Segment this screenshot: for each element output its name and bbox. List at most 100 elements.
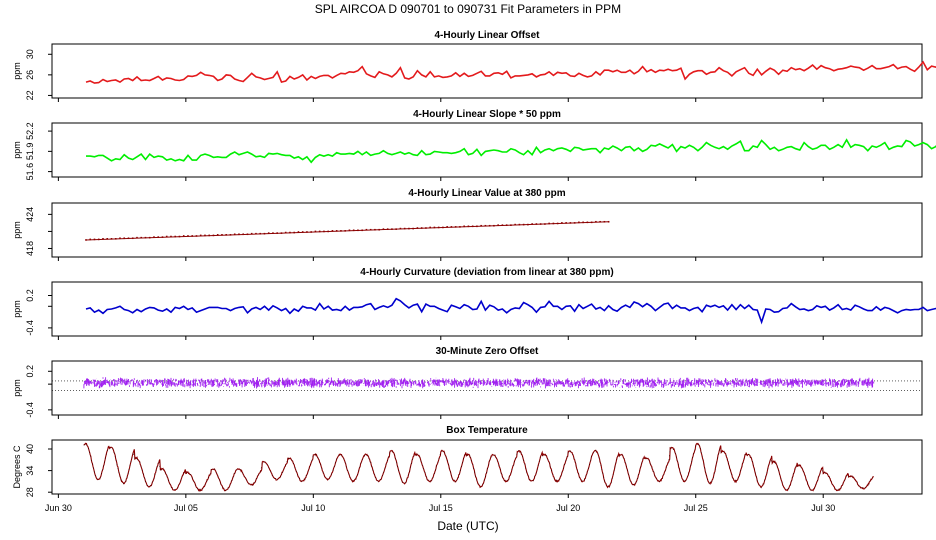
data-point bbox=[399, 227, 402, 230]
y-tick-label: 28 bbox=[25, 487, 35, 497]
y-tick-label: 51.6 bbox=[25, 163, 35, 181]
x-tick-label: Jul 30 bbox=[811, 503, 835, 513]
x-tick-label: Jul 20 bbox=[556, 503, 580, 513]
panel-5: 30-Minute Zero Offset ppm-0.4 0.2 bbox=[12, 346, 923, 419]
data-point bbox=[267, 232, 270, 234]
data-point bbox=[420, 227, 423, 229]
data-point bbox=[259, 232, 262, 235]
x-tick-label: Jul 15 bbox=[429, 503, 453, 513]
x-axis: Jun 30 Jul 05 Jul 10 Jul 15 Jul 20 Jul 25 Jul … bbox=[45, 503, 835, 513]
data-point bbox=[136, 236, 138, 239]
panel-title: 4-Hourly Linear Offset bbox=[434, 30, 540, 41]
y-tick-label: -0.4 bbox=[25, 402, 35, 418]
data-point bbox=[93, 238, 96, 241]
data-point bbox=[552, 222, 555, 225]
data-point bbox=[293, 231, 295, 234]
data-point bbox=[344, 230, 346, 232]
data-point bbox=[522, 223, 525, 226]
data-point bbox=[369, 228, 372, 231]
y-axis-label: ppm bbox=[12, 62, 22, 80]
data-point bbox=[365, 228, 368, 231]
data-point bbox=[442, 226, 444, 229]
panel-frame bbox=[51, 43, 923, 99]
data-point bbox=[484, 224, 487, 227]
data-point bbox=[301, 231, 304, 233]
data-point bbox=[216, 234, 219, 236]
data-point bbox=[144, 236, 147, 239]
data-point bbox=[297, 231, 300, 233]
data-point bbox=[573, 222, 576, 224]
data-point bbox=[340, 230, 342, 232]
y-axis-label: Degrees C bbox=[12, 445, 22, 489]
trend-line bbox=[85, 221, 609, 241]
y-tick-label: 22 bbox=[25, 90, 35, 100]
data-point bbox=[429, 226, 431, 229]
data-point bbox=[174, 235, 177, 238]
data-point bbox=[463, 225, 465, 228]
data-point bbox=[378, 228, 380, 231]
data-point bbox=[459, 226, 461, 228]
data-point bbox=[425, 227, 427, 229]
x-tick-label: Jul 25 bbox=[684, 503, 708, 513]
chart-title: SPL AIRCOA D 090701 to 090731 Fit Parame… bbox=[315, 2, 621, 16]
y-axis-label: ppm bbox=[12, 141, 22, 159]
data-point bbox=[382, 228, 385, 230]
y-axis-label: ppm bbox=[12, 221, 22, 239]
data-point bbox=[102, 238, 104, 240]
panel-frame bbox=[51, 360, 923, 416]
series-noise bbox=[83, 377, 875, 389]
data-point bbox=[204, 234, 206, 237]
panel-4: 4-Hourly Curvature (deviation from linea… bbox=[12, 267, 936, 340]
panels: 4-Hourly Linear Offsetppm2226304-Hourly … bbox=[12, 30, 936, 498]
data-point bbox=[323, 230, 325, 233]
data-point bbox=[272, 232, 274, 234]
data-point bbox=[89, 238, 92, 241]
data-point bbox=[161, 236, 164, 238]
data-point bbox=[539, 223, 542, 225]
data-point bbox=[556, 222, 559, 225]
data-point bbox=[153, 236, 155, 238]
data-point bbox=[408, 227, 410, 230]
data-point bbox=[488, 224, 491, 227]
data-point bbox=[123, 237, 126, 240]
y-tick-label: 30 bbox=[25, 49, 35, 59]
data-point bbox=[450, 226, 453, 228]
data-point bbox=[246, 233, 249, 236]
data-point bbox=[178, 235, 181, 238]
y-tick-label: 40 bbox=[25, 444, 35, 454]
data-point bbox=[119, 237, 121, 240]
data-point bbox=[85, 239, 87, 241]
panel-frame bbox=[51, 202, 923, 258]
data-point bbox=[225, 234, 228, 236]
panel-title: 30-Minute Zero Offset bbox=[436, 346, 539, 357]
data-point bbox=[250, 232, 253, 235]
data-point bbox=[348, 229, 351, 232]
data-point bbox=[263, 232, 266, 235]
data-point bbox=[590, 221, 593, 224]
data-point bbox=[582, 221, 584, 224]
data-point bbox=[127, 237, 130, 240]
data-point bbox=[454, 226, 457, 228]
data-point bbox=[284, 231, 287, 234]
y-tick-label: 51.9 bbox=[25, 143, 35, 161]
data-point bbox=[433, 226, 436, 229]
data-point bbox=[416, 227, 419, 229]
data-point bbox=[569, 222, 572, 224]
y-tick-label: -0.4 bbox=[25, 320, 35, 336]
data-point bbox=[578, 221, 580, 224]
panel-frame bbox=[51, 122, 923, 178]
data-point bbox=[374, 228, 376, 231]
data-point bbox=[310, 231, 312, 233]
data-point bbox=[361, 229, 363, 232]
y-tick-label: 424 bbox=[25, 207, 35, 222]
series-line bbox=[86, 138, 936, 164]
data-point bbox=[148, 236, 151, 239]
data-point bbox=[603, 220, 606, 223]
data-point bbox=[327, 230, 329, 233]
series-line bbox=[83, 442, 874, 492]
series-points bbox=[83, 442, 873, 491]
y-tick-label: 0.2 bbox=[25, 365, 35, 378]
